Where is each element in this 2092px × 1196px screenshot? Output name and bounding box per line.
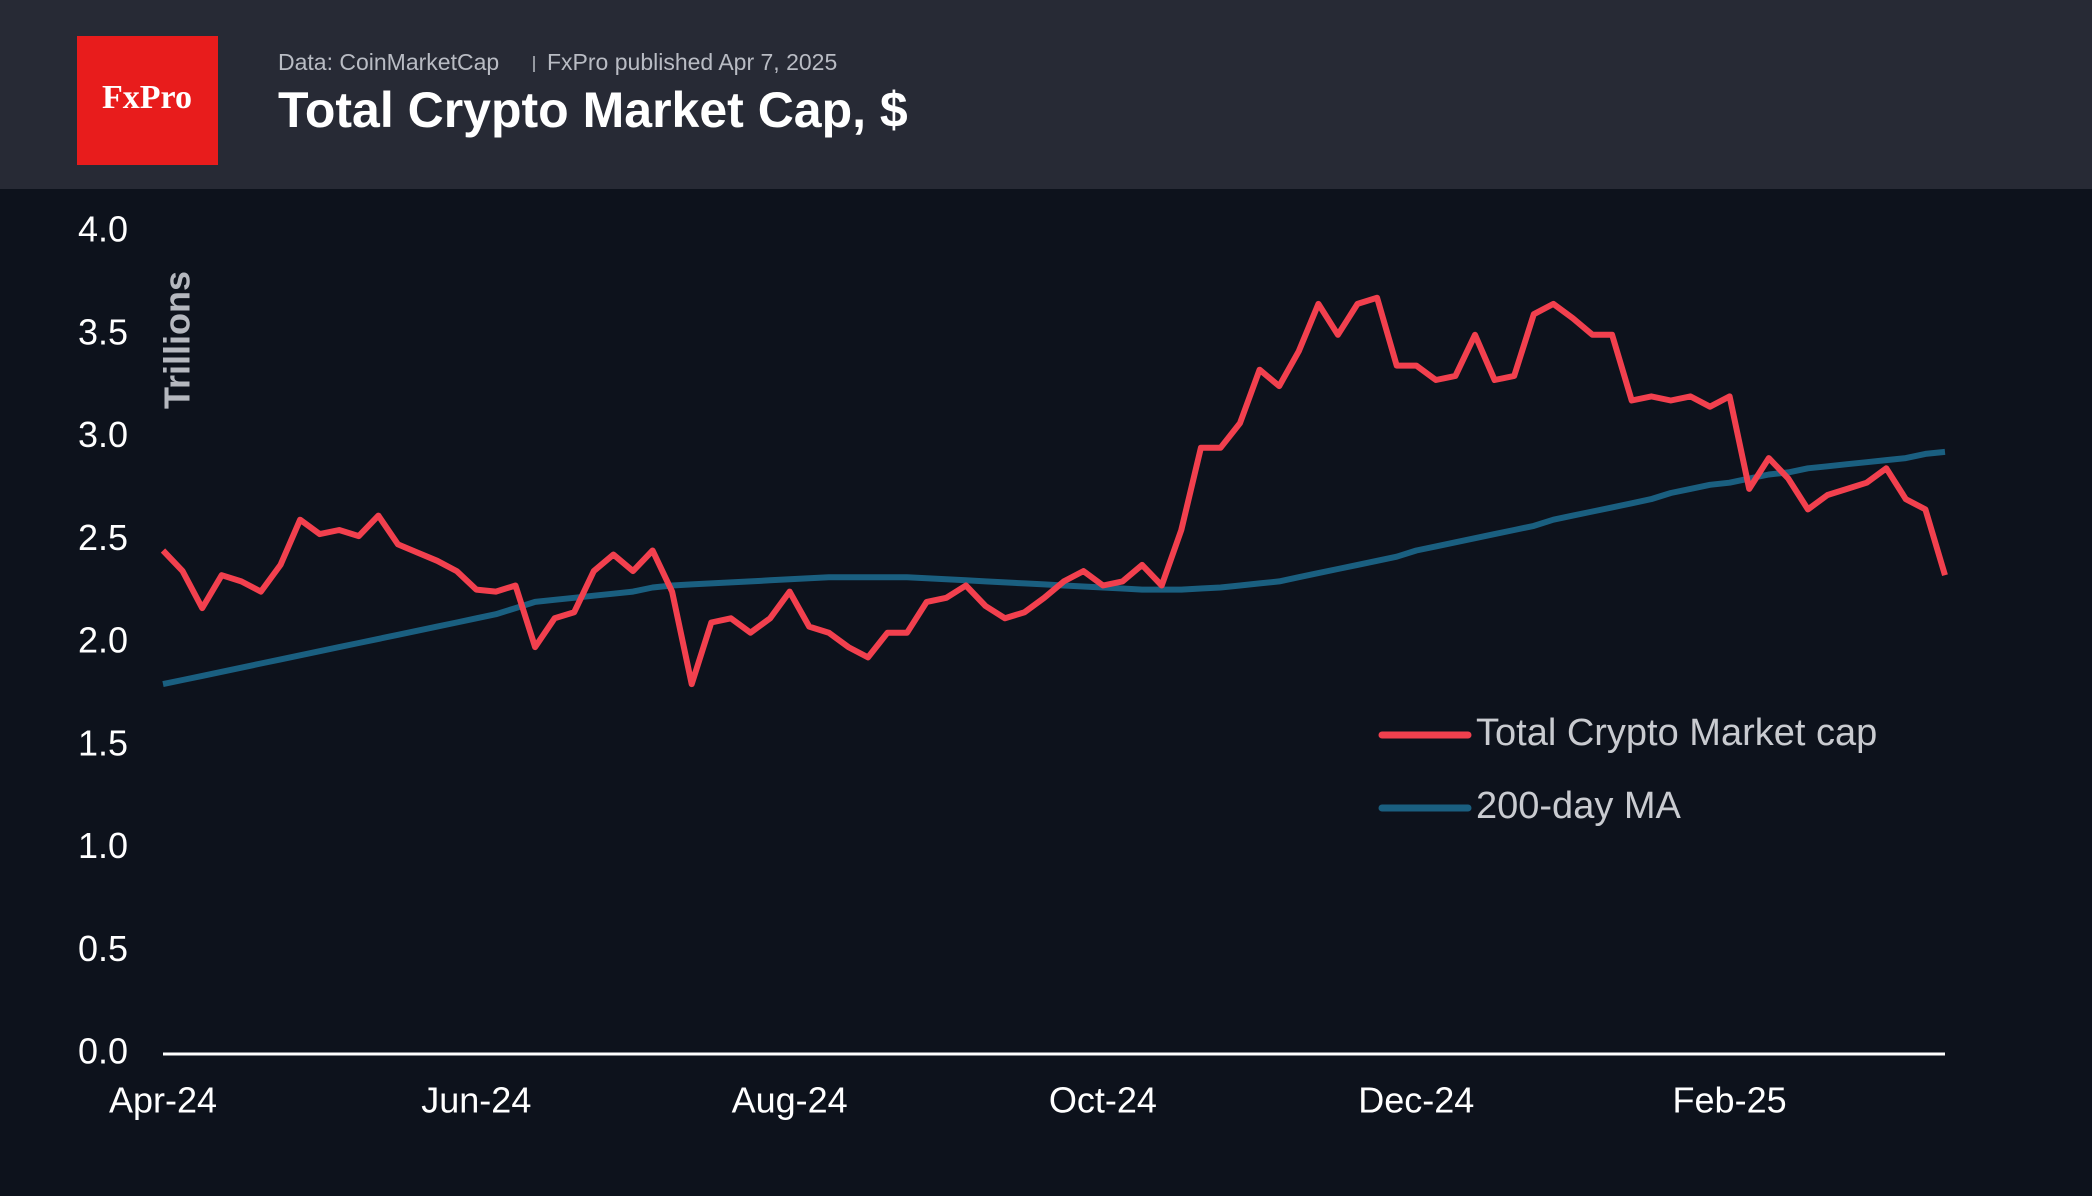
y-tick-label: 0.5 [78, 928, 128, 969]
x-tick-label: Feb-25 [1673, 1080, 1787, 1121]
y-tick-label: 1.5 [78, 722, 128, 763]
y-tick-label: 1.0 [78, 825, 128, 866]
x-tick-label: Apr-24 [109, 1080, 217, 1121]
chart-title: Total Crypto Market Cap, $ [278, 82, 908, 138]
series-line [162, 448, 1946, 688]
y-tick-label: 4.0 [78, 209, 128, 250]
publisher: FxPro published Apr 7, 2025 [547, 49, 837, 75]
logo-text: FxPro [102, 79, 192, 116]
source: Data: CoinMarketCap [278, 49, 499, 75]
header-bar [0, 0, 2092, 189]
logo [77, 36, 218, 165]
x-tick-label: Aug-24 [732, 1080, 848, 1121]
x-tick-label: Dec-24 [1358, 1080, 1474, 1121]
legend-label: 200-day MA [1476, 785, 1682, 827]
series-line [160, 294, 1948, 688]
y-tick-label: 0.0 [78, 1031, 128, 1072]
x-tick-label: Jun-24 [421, 1080, 531, 1121]
y-tick-label: 3.0 [78, 414, 128, 455]
y-tick-label: 3.5 [78, 311, 128, 352]
y-axis-label: Trillions [157, 271, 198, 409]
y-tick-label: 2.0 [78, 620, 128, 661]
x-tick-label: Oct-24 [1049, 1080, 1157, 1121]
legend-label: Total Crypto Market cap [1476, 712, 1877, 754]
y-tick-label: 2.5 [78, 517, 128, 558]
